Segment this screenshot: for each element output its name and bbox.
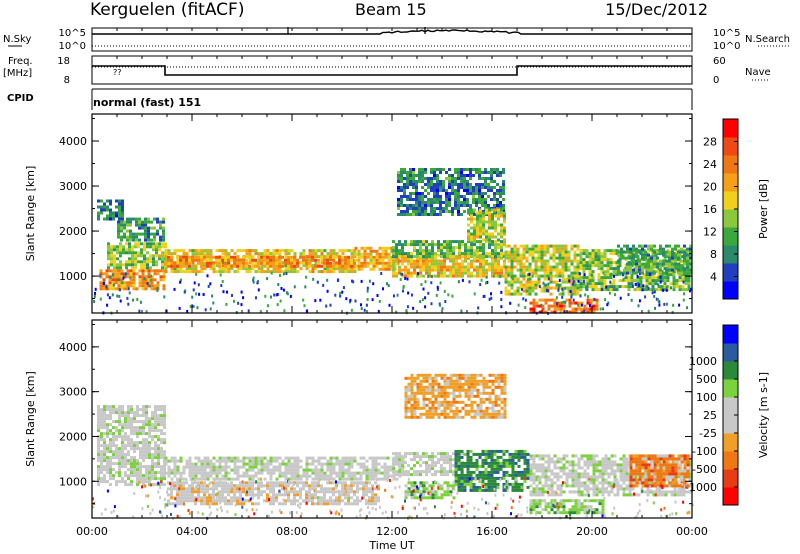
power-band <box>505 245 580 296</box>
velocity-colorbar-tick-label: -1000 <box>685 481 717 494</box>
cpid-label: CPID <box>7 93 34 104</box>
power-colorbar-label: Power [dB] <box>757 179 770 239</box>
power-band <box>392 240 506 258</box>
nave-tick-bottom: 0 <box>713 75 719 86</box>
power-colorbar-swatch <box>723 209 738 228</box>
beam-title: Beam 15 <box>355 0 427 19</box>
power-colorbar: 4 8 12 16 20 24 28 Power [dB] <box>703 119 770 300</box>
figure-header: Kerguelen (fitACF) Beam 15 15/Dec/2012 <box>90 0 708 20</box>
station-title: Kerguelen (fitACF) <box>90 0 244 20</box>
nsky-label: N.Sky <box>3 34 31 45</box>
nsearch-tick-top: 10^5 <box>713 28 740 39</box>
velocity-ylabel: Slant Range [km] <box>24 371 37 467</box>
velocity-colorbar: -1000 -500 -100 -25 25 100 500 1000 Velocity [m … <box>685 325 770 506</box>
velocity-colorbar-tick-label: 100 <box>696 391 717 404</box>
xtick-label: 08:00 <box>276 525 308 538</box>
heatmap-panels <box>92 168 694 520</box>
velocity-colorbar-swatch <box>723 361 738 380</box>
power-colorbar-swatch <box>723 191 738 210</box>
velocity-band <box>405 374 507 419</box>
velocity-colorbar-tick-label: 1000 <box>689 355 717 368</box>
velocity-colorbar-tick-label: -500 <box>692 463 717 476</box>
velocity-colorbar-swatch <box>723 433 738 452</box>
power-ylabel: Slant Range [km] <box>24 166 37 262</box>
power-colorbar-swatch <box>723 119 738 138</box>
velocity-colorbar-swatch <box>723 379 738 398</box>
velocity-colorbar-label: Velocity [m s-1] <box>757 372 770 458</box>
velocity-band <box>530 499 605 514</box>
power-band <box>467 209 506 242</box>
power-ytick-label: 3000 <box>59 180 87 193</box>
xtick-label: 00:00 <box>76 525 108 538</box>
power-colorbar-tick-label: 8 <box>710 248 717 261</box>
rti-figure: Kerguelen (fitACF) Beam 15 15/Dec/2012 N… <box>0 0 800 554</box>
cpid-value: normal (fast) 151 <box>93 96 201 109</box>
xtick-label: 12:00 <box>376 525 408 538</box>
velocity-colorbar-tick-label: 25 <box>703 409 717 422</box>
power-band <box>117 218 165 242</box>
power-colorbar-swatch <box>723 281 738 300</box>
xtick-label: 16:00 <box>476 525 508 538</box>
power-colorbar-tick-label: 16 <box>703 203 717 216</box>
power-colorbar-swatch <box>723 137 738 156</box>
summary-panels: N.Sky 10^5 10^0 N.Search 10^5 10^0 Freq.… <box>3 27 790 110</box>
power-colorbar-tick-label: 20 <box>703 181 717 194</box>
xtick-label: 20:00 <box>576 525 608 538</box>
velocity-colorbar-swatch <box>723 469 738 488</box>
nave-tick-top: 60 <box>713 56 726 67</box>
velocity-colorbar-tick-label: 500 <box>696 373 717 386</box>
power-colorbar-tick-label: 12 <box>703 226 717 239</box>
velocity-colorbar-swatch <box>723 451 738 470</box>
velocity-colorbar-swatch <box>723 415 738 434</box>
nsky-tick-top: 10^5 <box>59 28 86 39</box>
nsearch-label: N.Search <box>745 34 790 45</box>
xlabel: Time UT <box>368 539 414 552</box>
velocity-colorbar-swatch <box>723 343 738 362</box>
velocity-band <box>97 405 166 486</box>
nave-label: Nave <box>745 67 771 78</box>
velocity-band <box>455 450 530 492</box>
nsky-panel-frame <box>92 28 692 51</box>
power-band <box>97 200 124 221</box>
power-ytick-label: 2000 <box>59 225 87 238</box>
freq-panel-frame <box>92 56 692 84</box>
power-ytick-label: 4000 <box>59 135 87 148</box>
power-band <box>100 269 166 290</box>
velocity-colorbar-swatch <box>723 397 738 416</box>
velocity-band <box>392 452 464 476</box>
nsearch-tick-bottom: 10^0 <box>713 41 740 52</box>
velocity-ytick-label: 3000 <box>59 386 87 399</box>
freq-label: Freq. <box>8 56 33 67</box>
power-colorbar-swatch <box>723 227 738 246</box>
xtick-label: 04:00 <box>176 525 208 538</box>
power-ytick-label: 1000 <box>59 270 87 283</box>
xtick-label: 00:00 <box>676 525 708 538</box>
velocity-ytick-label: 2000 <box>59 430 87 443</box>
velocity-colorbar-tick-label: -100 <box>692 445 717 458</box>
power-colorbar-tick-label: 4 <box>710 271 717 284</box>
power-heatmap <box>93 168 692 315</box>
velocity-heatmap <box>92 374 694 520</box>
power-band <box>107 242 167 269</box>
freq-unit: [MHz] <box>3 68 32 79</box>
colorbars: 4 8 12 16 20 24 28 Power [dB] -1000 -500 -100 -25 25… <box>685 119 770 506</box>
freq-mark: ?? <box>113 68 122 77</box>
velocity-band <box>405 481 456 499</box>
velocity-ytick-label: 4000 <box>59 341 87 354</box>
date-title: 15/Dec/2012 <box>605 0 708 19</box>
power-colorbar-tick-label: 24 <box>703 158 717 171</box>
velocity-band <box>165 457 405 481</box>
velocity-colorbar-tick-label: -25 <box>699 427 717 440</box>
power-colorbar-swatch <box>723 173 738 192</box>
power-colorbar-tick-label: 28 <box>703 136 717 149</box>
power-colorbar-swatch <box>723 263 738 282</box>
freq-tick-bottom: 8 <box>64 75 70 86</box>
velocity-colorbar-swatch <box>723 487 738 506</box>
freq-tick-top: 18 <box>57 56 70 67</box>
velocity-ytick-label: 1000 <box>59 475 87 488</box>
nsky-tick-bottom: 10^0 <box>59 41 86 52</box>
velocity-colorbar-swatch <box>723 325 738 344</box>
